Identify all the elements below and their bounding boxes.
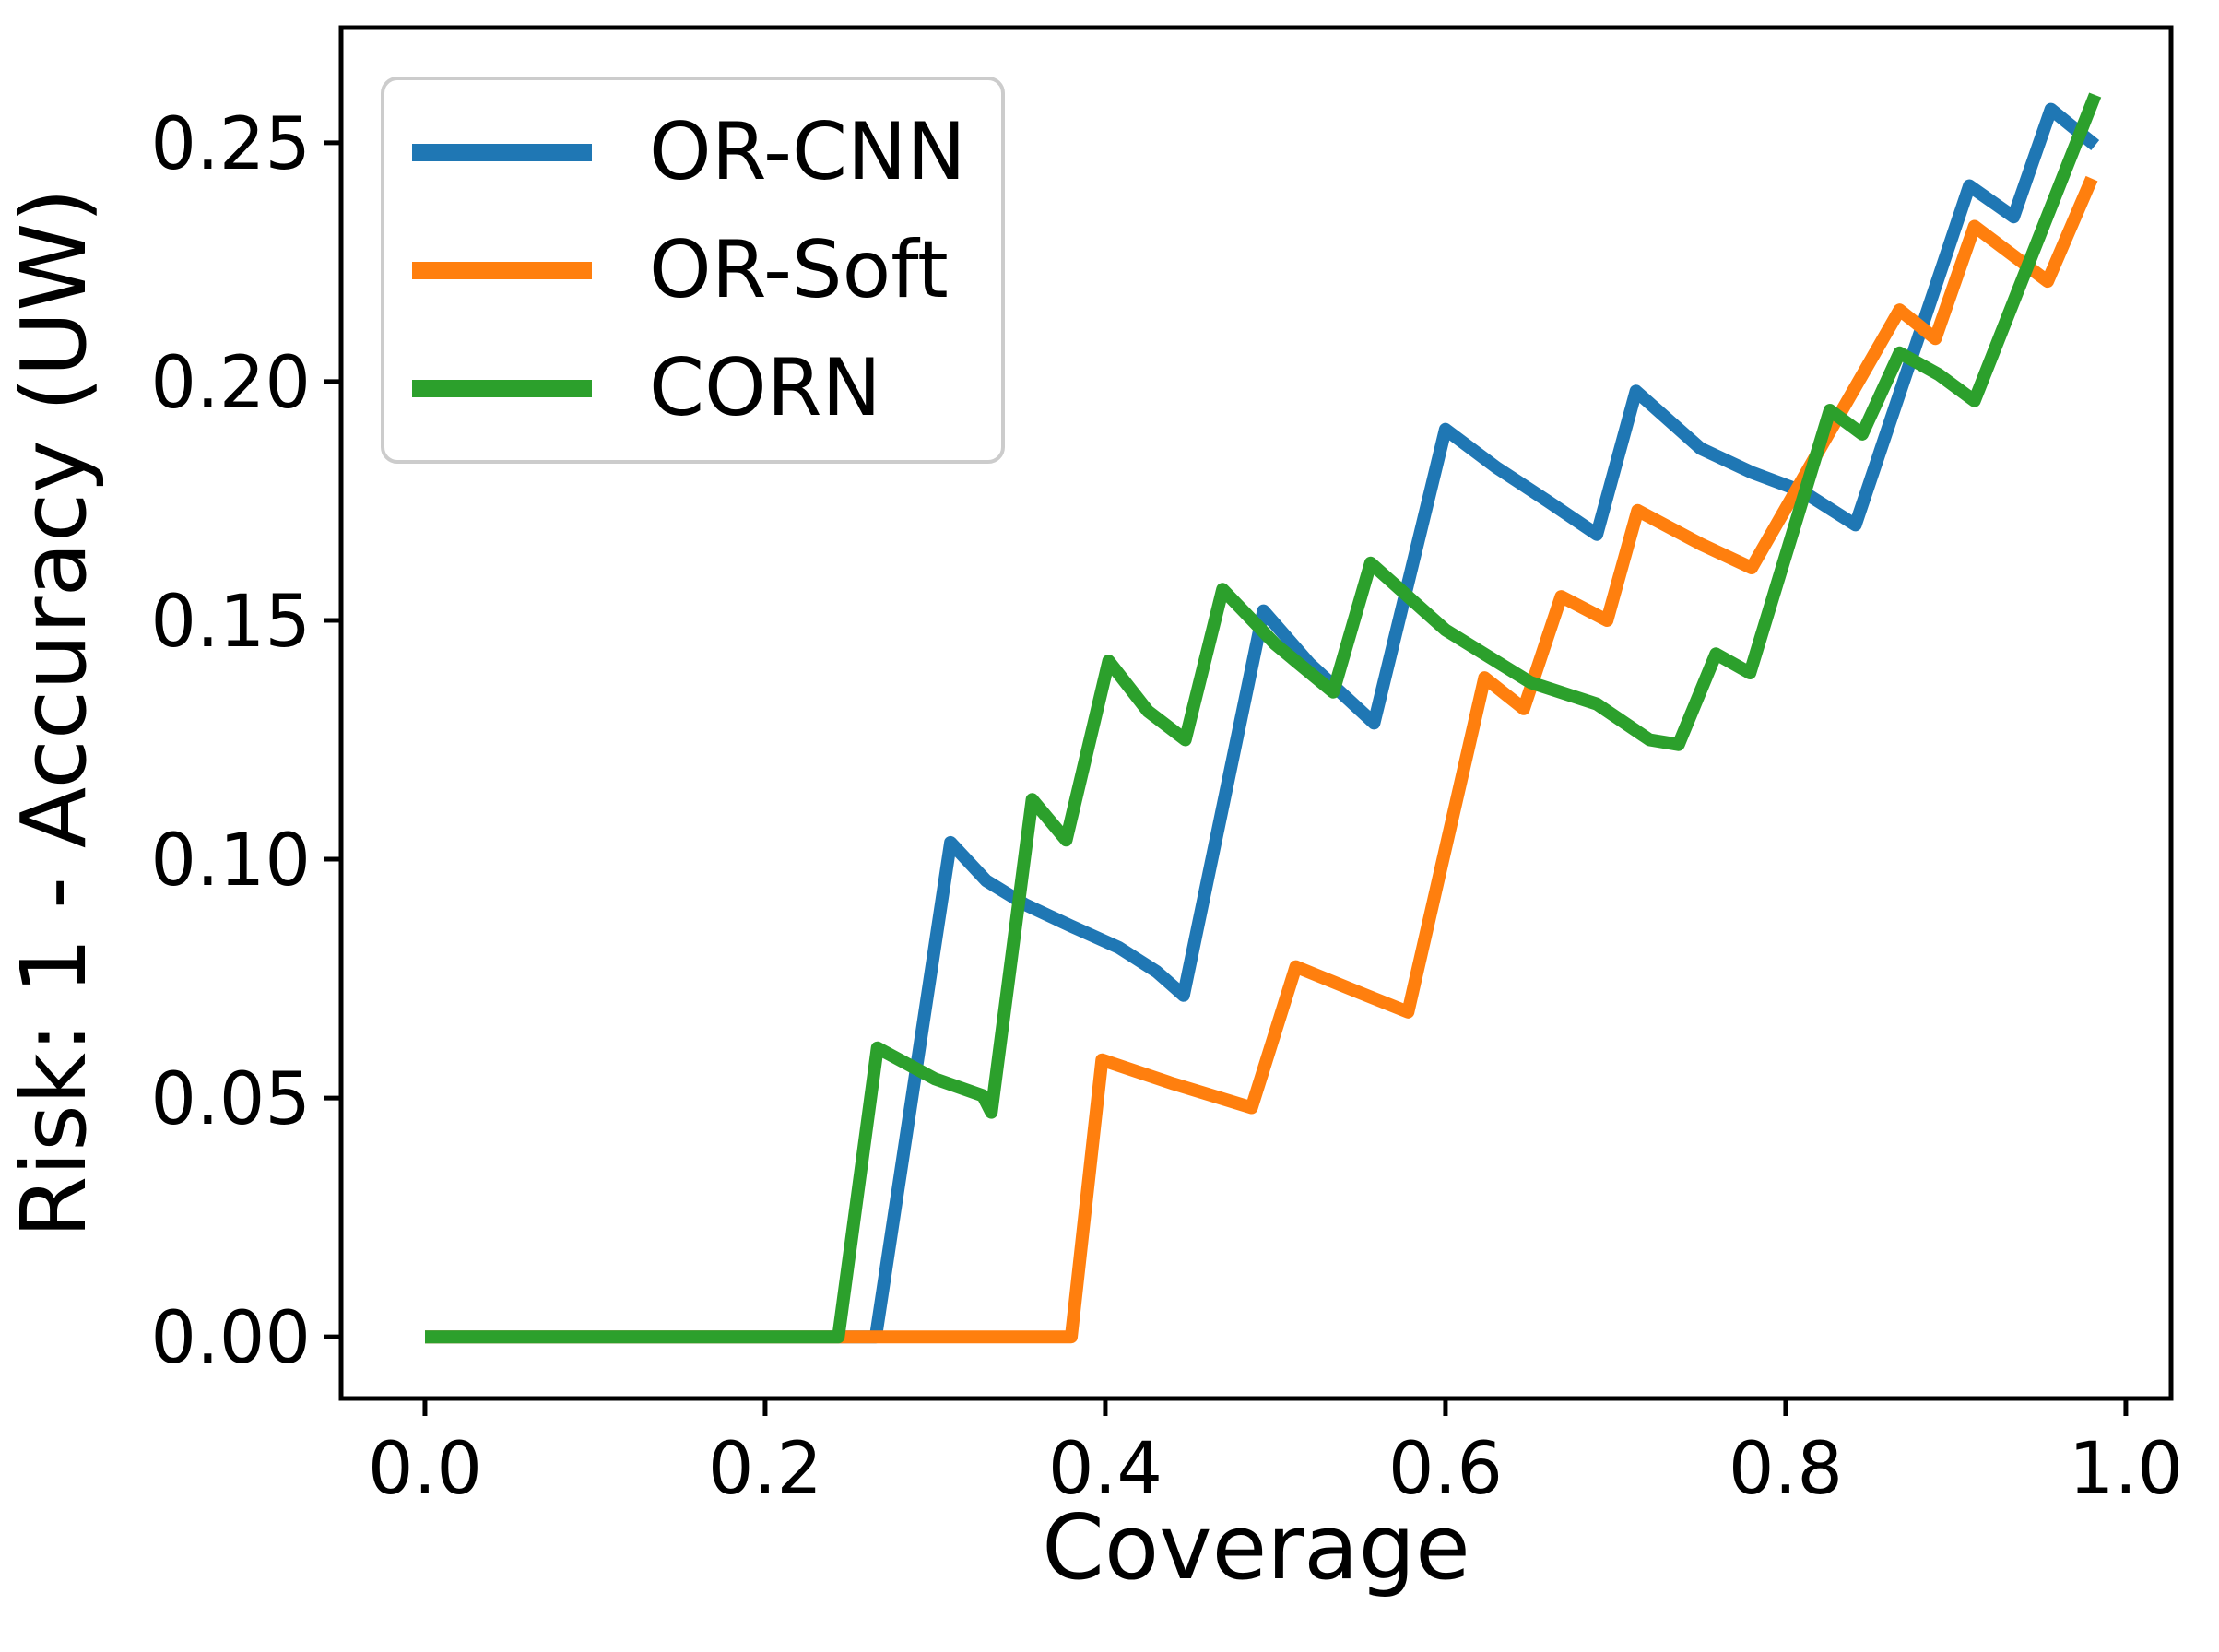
- x-tick-label: 0.6: [1388, 1428, 1503, 1511]
- x-axis-label: Coverage: [1042, 1495, 1470, 1599]
- legend-label-corn: CORN: [649, 342, 881, 434]
- x-tick-label: 0.4: [1048, 1428, 1163, 1511]
- x-tick-label: 0.8: [1729, 1428, 1843, 1511]
- legend-item-or-soft: OR-Soft: [412, 230, 992, 310]
- x-tick-label: 0.2: [708, 1428, 822, 1511]
- y-tick-label: 0.20: [150, 342, 311, 425]
- legend: OR-CNN OR-Soft CORN: [381, 77, 1005, 464]
- legend-item-corn: CORN: [412, 348, 992, 428]
- x-tick-label: 0.0: [368, 1428, 482, 1511]
- legend-line-sample-corn: [412, 379, 592, 397]
- legend-line-sample-or-soft: [412, 261, 592, 279]
- axes-spines: [338, 25, 2174, 1401]
- series-line-or-cnn: [425, 102, 2100, 1344]
- y-tick-label: 0.25: [150, 103, 311, 186]
- legend-label-or-cnn: OR-CNN: [649, 106, 966, 198]
- y-axis-label: Risk: 1 - Accuracy (UW): [2, 188, 106, 1238]
- series-line-corn: [425, 92, 2102, 1344]
- x-tick-label: 1.0: [2069, 1428, 2183, 1511]
- y-tick-label: 0.15: [150, 581, 311, 664]
- legend-item-or-cnn: OR-CNN: [412, 112, 992, 192]
- y-tick-label: 0.10: [150, 820, 311, 903]
- y-tick-label: 0.00: [150, 1297, 311, 1380]
- y-tick-label: 0.05: [150, 1058, 311, 1141]
- series-line-or-soft: [425, 175, 2098, 1344]
- legend-label-or-soft: OR-Soft: [649, 224, 949, 316]
- legend-line-sample-or-cnn: [412, 143, 592, 161]
